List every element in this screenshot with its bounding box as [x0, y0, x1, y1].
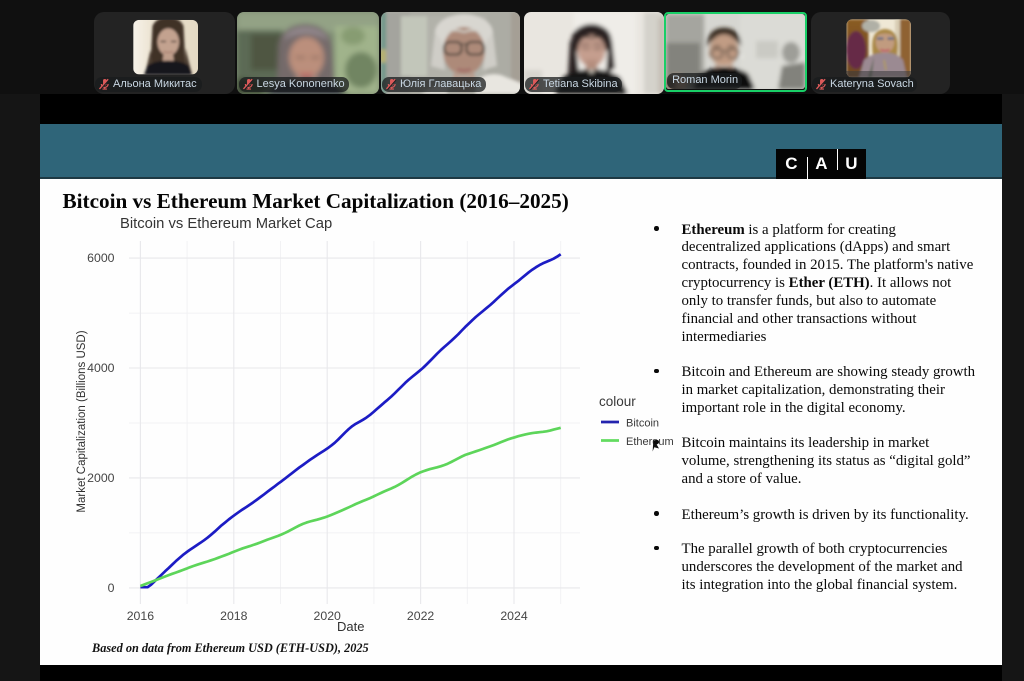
svg-text:6000: 6000 [87, 251, 115, 265]
svg-text:2020: 2020 [314, 609, 342, 623]
svg-text:4000: 4000 [87, 361, 115, 375]
svg-text:Bitcoin: Bitcoin [626, 418, 659, 430]
svg-text:Ethereum: Ethereum [626, 436, 674, 448]
svg-text:Market Capitalization (Billion: Market Capitalization (Billions USD) [76, 330, 88, 512]
svg-text:2024: 2024 [500, 609, 528, 623]
svg-text:colour: colour [599, 394, 636, 409]
svg-text:2000: 2000 [87, 471, 115, 485]
svg-text:2016: 2016 [127, 609, 155, 623]
svg-text:2022: 2022 [407, 609, 435, 623]
svg-text:Date: Date [337, 619, 364, 634]
svg-text:0: 0 [108, 581, 115, 595]
svg-text:2018: 2018 [220, 609, 248, 623]
